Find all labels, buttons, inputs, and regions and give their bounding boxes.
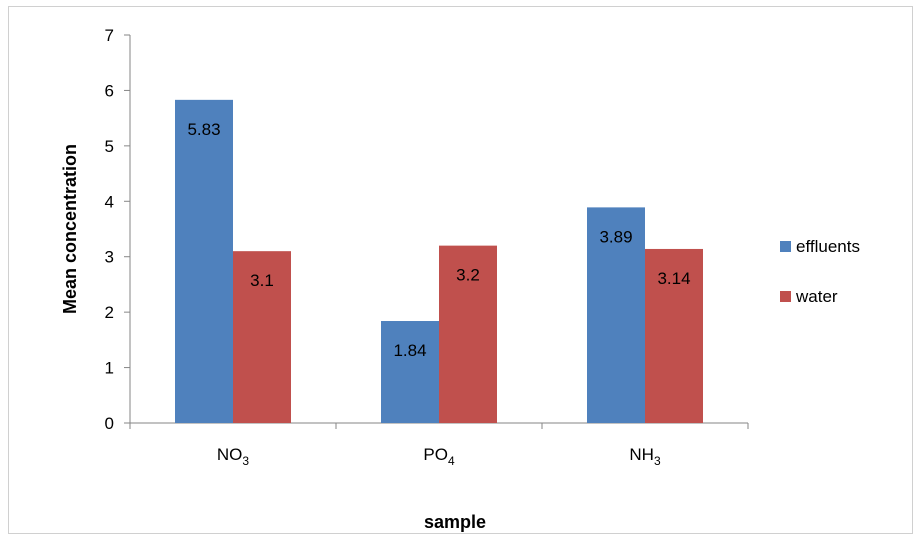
data-labels: 5.83 3.1 1.84 3.2 3.89 3.14 xyxy=(187,120,690,360)
bars xyxy=(175,99,703,423)
x-tick-label: PO4 xyxy=(423,445,455,468)
data-label-effluents: 1.84 xyxy=(393,341,426,360)
y-ticks: 0 1 2 3 4 5 6 7 xyxy=(105,26,130,433)
legend-swatch-water xyxy=(780,291,791,302)
legend-label-effluents: effluents xyxy=(796,237,860,256)
data-label-effluents: 5.83 xyxy=(187,120,220,139)
bar-effluents xyxy=(381,321,439,423)
x-axis-title: sample xyxy=(424,512,486,532)
y-tick-label: 6 xyxy=(105,81,114,100)
legend-label-water: water xyxy=(795,287,838,306)
y-tick-label: 5 xyxy=(105,137,114,156)
x-tick-label: NH3 xyxy=(629,445,661,468)
y-axis-title: Mean concentration xyxy=(60,144,80,314)
y-tick-label: 3 xyxy=(105,248,114,267)
bar-effluents xyxy=(175,99,233,423)
bar-water xyxy=(439,245,497,423)
y-tick-label: 4 xyxy=(105,192,114,211)
y-tick-label: 0 xyxy=(105,414,114,433)
legend: effluents water xyxy=(780,237,860,306)
data-label-water: 3.2 xyxy=(456,266,480,285)
y-tick-label: 7 xyxy=(105,26,114,45)
legend-swatch-effluents xyxy=(780,241,791,252)
x-ticks xyxy=(129,423,749,429)
data-label-water: 3.14 xyxy=(657,269,690,288)
category-labels: NO3 PO4 NH3 xyxy=(217,445,661,468)
bar-water xyxy=(233,251,291,423)
data-label-effluents: 3.89 xyxy=(599,227,632,246)
bar-water xyxy=(645,248,703,423)
data-label-water: 3.1 xyxy=(250,271,274,290)
y-tick-label: 2 xyxy=(105,303,114,322)
x-tick-label: NO3 xyxy=(217,445,250,468)
y-tick-label: 1 xyxy=(105,359,114,378)
bar-effluents xyxy=(587,207,645,423)
